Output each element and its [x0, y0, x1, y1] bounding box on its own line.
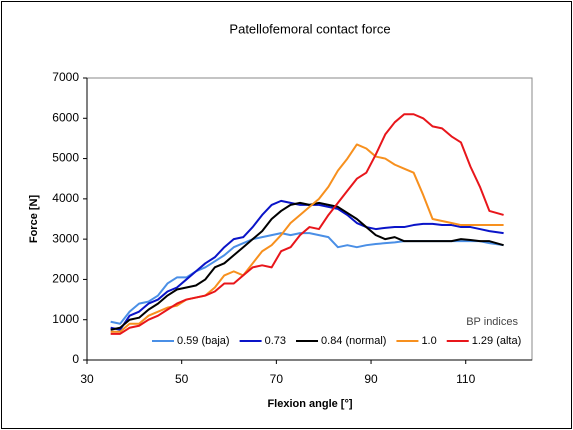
- legend-title: BP indices: [466, 316, 518, 328]
- x-tick-label: 110: [456, 372, 475, 386]
- legend-label: 1.0: [421, 335, 436, 347]
- y-tick-label: 4000: [52, 191, 79, 205]
- series-line: [110, 113, 504, 335]
- y-tick-label: 6000: [52, 110, 79, 124]
- legend-label: 1.29 (alta): [472, 335, 522, 347]
- x-tick-label: 70: [270, 372, 284, 386]
- y-tick-label: 2000: [52, 272, 79, 286]
- y-tick-label: 5000: [52, 151, 79, 165]
- chart-title: Patellofemoral contact force: [229, 21, 390, 36]
- y-tick-label: 0: [72, 352, 79, 366]
- legend-label: 0.73: [265, 335, 286, 347]
- series-line: [110, 201, 504, 331]
- y-tick-label: 7000: [52, 70, 79, 84]
- x-tick-label: 90: [364, 372, 378, 386]
- legend-label: 0.84 (normal): [321, 335, 386, 347]
- x-tick-label: 30: [80, 372, 94, 386]
- x-axis-label: Flexion angle [°]: [267, 398, 352, 410]
- series-line: [110, 143, 504, 333]
- x-tick-label: 50: [175, 372, 189, 386]
- y-tick-label: 3000: [52, 231, 79, 245]
- y-tick-label: 1000: [52, 312, 79, 326]
- legend-label: 0.59 (baja): [177, 335, 230, 347]
- y-axis-label: Force [N]: [28, 195, 40, 244]
